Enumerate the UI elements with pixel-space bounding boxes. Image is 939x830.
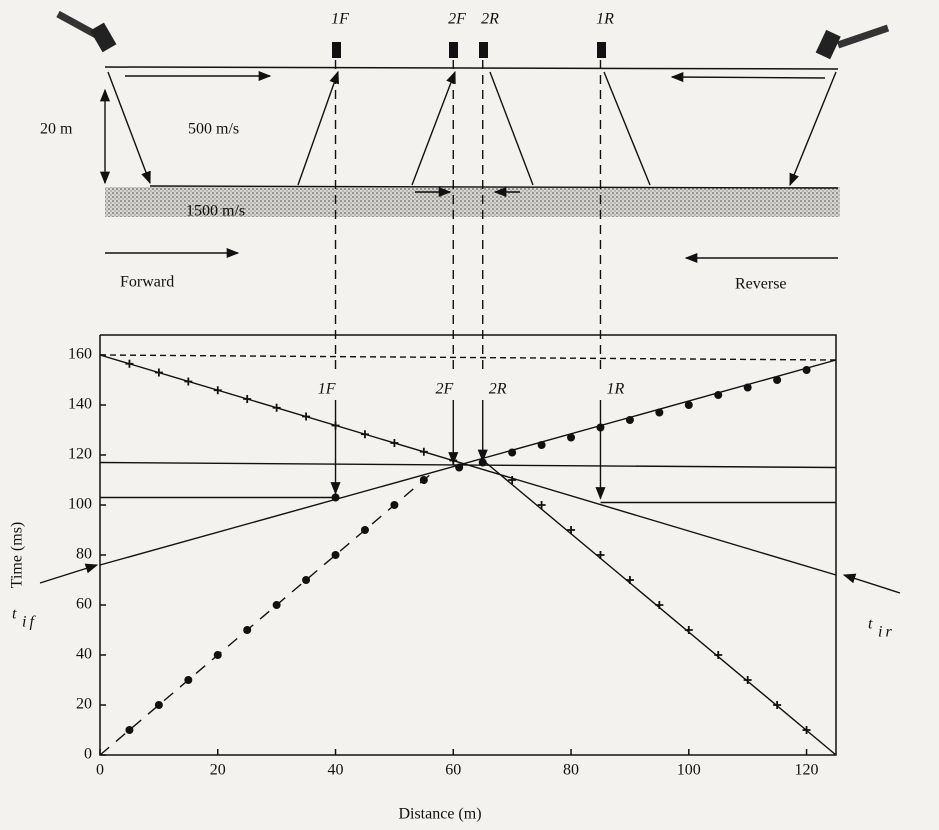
- data-point: [508, 449, 516, 457]
- y-tick-label: 0: [84, 746, 92, 763]
- data-point: [273, 404, 281, 412]
- receiver-label: 1R: [596, 11, 614, 28]
- data-point: [626, 576, 634, 584]
- intercept-subscript: ir: [878, 624, 895, 641]
- fit-line: [100, 355, 836, 575]
- data-point: [184, 378, 192, 386]
- intercept-arrow: [844, 575, 900, 593]
- data-point: [302, 576, 310, 584]
- data-point: [125, 360, 133, 368]
- marker-label: 1F: [318, 381, 336, 398]
- velocity-label: 1500 m/s: [186, 203, 245, 220]
- velocity-label: 500 m/s: [188, 121, 239, 138]
- data-point: [332, 494, 340, 502]
- receivers: [332, 42, 606, 58]
- x-tick-label: 20: [210, 762, 226, 779]
- direction-label: Forward: [120, 274, 174, 291]
- data-point: [744, 384, 752, 392]
- intercept-symbol: t: [868, 616, 873, 633]
- figure: 1F 2F 2R 1R 20 m 500 m/s 1500 m/s Forwar…: [0, 0, 939, 830]
- receiver-label: 2R: [481, 11, 499, 28]
- plot-frame: [100, 335, 836, 755]
- receiver-label: 2F: [448, 11, 466, 28]
- marker-label: 2F: [435, 381, 453, 398]
- data-point: [567, 526, 575, 534]
- data-point: [390, 439, 398, 447]
- data-point: [714, 391, 722, 399]
- data-point: [420, 476, 428, 484]
- y-tick-label: 100: [68, 496, 92, 513]
- x-tick-label: 120: [795, 762, 819, 779]
- data-point: [803, 366, 811, 374]
- data-point: [420, 448, 428, 456]
- marker-label: 2R: [489, 381, 507, 398]
- data-point: [155, 701, 163, 709]
- intercept-symbol: t: [12, 606, 17, 623]
- intercept-subscript: if: [22, 614, 37, 631]
- y-tick-label: 20: [76, 696, 92, 713]
- ground-surface: [105, 67, 838, 69]
- data-point: [243, 395, 251, 403]
- x-tick-label: 80: [563, 762, 579, 779]
- data-point: [332, 551, 340, 559]
- data-point: [538, 501, 546, 509]
- data-point: [243, 626, 251, 634]
- data-point: [390, 501, 398, 509]
- data-point: [538, 441, 546, 449]
- data-point: [273, 601, 281, 609]
- x-tick-label: 40: [328, 762, 344, 779]
- data-point: [214, 651, 222, 659]
- data-point: [455, 464, 463, 472]
- data-point: [655, 409, 663, 417]
- x-tick-label: 0: [96, 762, 104, 779]
- data-point: [214, 386, 222, 394]
- data-point: [596, 551, 604, 559]
- y-tick-label: 140: [68, 396, 92, 413]
- data-point: [685, 626, 693, 634]
- fit-line: [100, 475, 430, 755]
- y-tick-label: 160: [68, 346, 92, 363]
- marker-label: 1R: [606, 381, 624, 398]
- ray-arrows: [105, 72, 838, 258]
- x-axis-title: Distance (m): [398, 806, 481, 823]
- hammer-left: [58, 14, 116, 52]
- intercept-arrow: [40, 565, 97, 583]
- data-point: [184, 676, 192, 684]
- x-tick-label: 100: [677, 762, 701, 779]
- data-point: [685, 401, 693, 409]
- data-point: [361, 430, 369, 438]
- y-tick-label: 60: [76, 596, 92, 613]
- y-tick-label: 80: [76, 546, 92, 563]
- data-point: [361, 526, 369, 534]
- data-point: [125, 726, 133, 734]
- data-point: [773, 376, 781, 384]
- receiver-label: 1F: [331, 11, 349, 28]
- data-point: [655, 601, 663, 609]
- y-tick-label: 120: [68, 446, 92, 463]
- data-point: [302, 413, 310, 421]
- x-tick-label: 60: [445, 762, 461, 779]
- diagram: 1F 2F 2R 1R 20 m 500 m/s 1500 m/s Forwar…: [40, 11, 888, 293]
- thickness-label: 20 m: [40, 121, 73, 138]
- y-tick-label: 40: [76, 646, 92, 663]
- reference-line: [100, 355, 836, 360]
- data-point: [626, 416, 634, 424]
- hammer-right: [816, 28, 888, 59]
- direction-label: Reverse: [735, 276, 787, 293]
- fit-line: [100, 360, 836, 565]
- data-point: [155, 369, 163, 377]
- data-point: [714, 651, 722, 659]
- data-point: [567, 434, 575, 442]
- y-axis-title: Time (ms): [9, 522, 26, 589]
